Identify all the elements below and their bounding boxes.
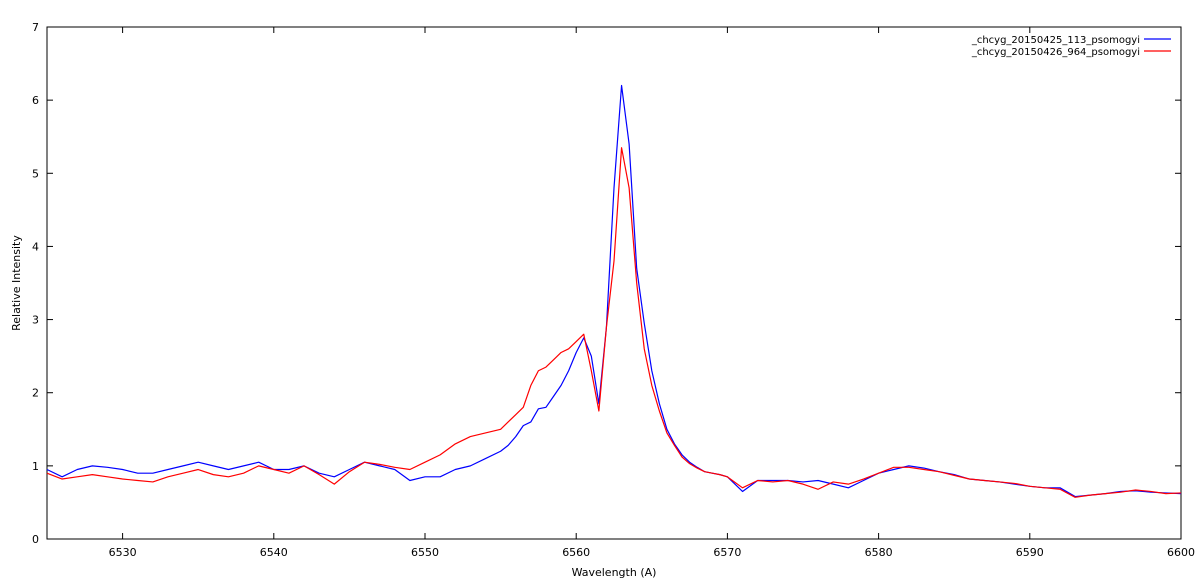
x-axis-label: Wavelength (A) bbox=[572, 566, 657, 579]
legend-label: _chcyg_20150425_113_psomogyi bbox=[971, 35, 1140, 46]
x-tick-label: 6600 bbox=[1167, 546, 1195, 559]
x-tick-label: 6580 bbox=[865, 546, 893, 559]
x-tick-label: 6560 bbox=[562, 546, 590, 559]
x-tick-label: 6570 bbox=[713, 546, 741, 559]
y-tick-label: 2 bbox=[32, 387, 39, 400]
legend-label: _chcyg_20150426_964_psomogyi bbox=[971, 47, 1140, 58]
x-tick-label: 6590 bbox=[1016, 546, 1044, 559]
x-tick-label: 6530 bbox=[109, 546, 137, 559]
series-line bbox=[46, 84, 1182, 498]
y-tick-label: 3 bbox=[32, 314, 39, 327]
y-tick-label: 5 bbox=[32, 167, 39, 180]
y-tick-label: 6 bbox=[32, 94, 39, 107]
series-line bbox=[46, 147, 1182, 498]
y-tick-label: 4 bbox=[32, 240, 39, 253]
y-axis-label: Relative Intensity bbox=[10, 235, 23, 331]
plot-frame bbox=[46, 26, 1182, 540]
x-tick-label: 6550 bbox=[411, 546, 439, 559]
x-tick-label: 6540 bbox=[260, 546, 288, 559]
y-tick-label: 1 bbox=[32, 460, 39, 473]
y-tick-label: 7 bbox=[32, 21, 39, 34]
y-tick-label: 0 bbox=[32, 533, 39, 546]
